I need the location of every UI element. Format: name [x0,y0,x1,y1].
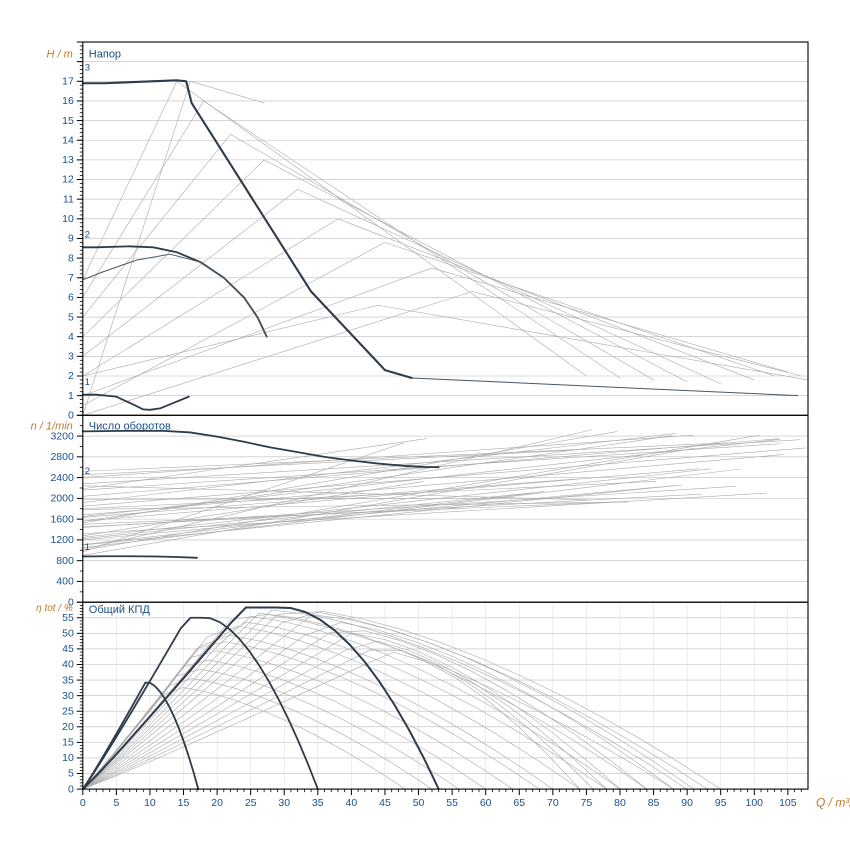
svg-text:5: 5 [68,311,74,323]
svg-text:70: 70 [547,797,559,809]
svg-text:10: 10 [144,797,156,809]
svg-text:2400: 2400 [50,472,74,484]
svg-text:50: 50 [62,628,74,640]
svg-text:100: 100 [746,797,764,809]
svg-text:15: 15 [62,737,74,749]
svg-text:Напор: Напор [89,48,121,60]
svg-text:10: 10 [62,213,74,225]
svg-text:90: 90 [681,797,693,809]
svg-text:40: 40 [346,797,358,809]
svg-text:14: 14 [62,134,74,146]
svg-text:3: 3 [68,351,74,363]
svg-text:n / 1/min: n / 1/min [31,420,73,432]
svg-text:Общий КПД: Общий КПД [89,604,151,616]
svg-text:H / m: H / m [47,48,73,60]
svg-text:11: 11 [63,193,74,205]
svg-text:15: 15 [178,797,190,809]
svg-text:4: 4 [68,331,74,343]
svg-text:2: 2 [68,370,74,382]
svg-text:1: 1 [85,542,90,553]
svg-text:12: 12 [62,174,74,186]
svg-text:20: 20 [211,797,223,809]
svg-text:10: 10 [62,752,74,764]
svg-text:6: 6 [68,292,74,304]
svg-text:1200: 1200 [50,534,74,546]
svg-text:1: 1 [68,390,74,402]
svg-text:1600: 1600 [50,513,74,525]
svg-text:50: 50 [413,797,425,809]
svg-text:0: 0 [80,797,86,809]
svg-text:60: 60 [480,797,492,809]
svg-text:105: 105 [779,797,797,809]
svg-text:35: 35 [62,674,74,686]
svg-text:25: 25 [62,705,74,717]
svg-text:800: 800 [56,555,74,567]
svg-text:65: 65 [513,797,525,809]
svg-text:80: 80 [614,797,626,809]
svg-text:30: 30 [62,690,74,702]
svg-text:3: 3 [85,62,90,73]
svg-text:8: 8 [68,252,74,264]
svg-text:16: 16 [62,95,74,107]
svg-text:45: 45 [62,643,74,655]
svg-text:13: 13 [62,154,74,166]
svg-text:400: 400 [56,576,74,588]
svg-text:9: 9 [68,233,74,245]
svg-text:η tot / %: η tot / % [36,603,73,614]
svg-text:1: 1 [85,377,90,388]
svg-text:0: 0 [68,783,74,795]
svg-text:17: 17 [62,75,74,87]
svg-text:7: 7 [68,272,74,284]
svg-text:15: 15 [62,115,74,127]
svg-text:Число оборотов: Число оборотов [89,420,171,432]
svg-text:5: 5 [68,768,74,780]
svg-text:20: 20 [62,721,74,733]
svg-text:85: 85 [648,797,660,809]
svg-text:2800: 2800 [50,451,74,463]
svg-text:2: 2 [85,229,90,240]
svg-text:25: 25 [245,797,257,809]
svg-text:40: 40 [62,659,74,671]
svg-text:45: 45 [379,797,391,809]
svg-text:35: 35 [312,797,324,809]
svg-text:5: 5 [113,797,119,809]
svg-text:30: 30 [278,797,290,809]
svg-text:2: 2 [85,466,90,477]
svg-text:95: 95 [715,797,727,809]
svg-text:55: 55 [446,797,458,809]
svg-text:75: 75 [581,797,593,809]
svg-text:2000: 2000 [50,493,74,505]
svg-text:Q / m³/h: Q / m³/h [816,796,850,810]
